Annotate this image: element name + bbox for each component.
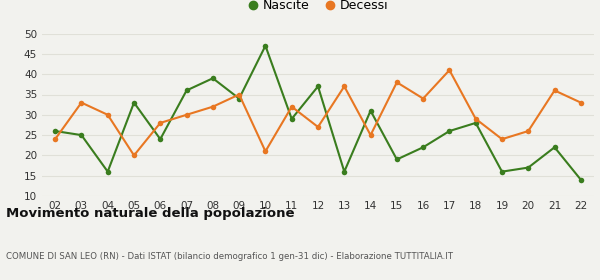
- Legend: Nascite, Decessi: Nascite, Decessi: [243, 0, 393, 17]
- Text: Movimento naturale della popolazione: Movimento naturale della popolazione: [6, 207, 295, 220]
- Text: COMUNE DI SAN LEO (RN) - Dati ISTAT (bilancio demografico 1 gen-31 dic) - Elabor: COMUNE DI SAN LEO (RN) - Dati ISTAT (bil…: [6, 252, 453, 261]
